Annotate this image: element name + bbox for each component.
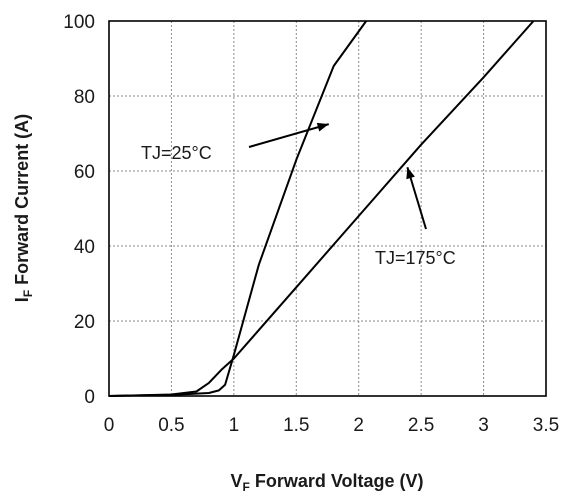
y-tick-label: 40 [74, 237, 95, 258]
y-tick-label: 80 [74, 87, 95, 108]
series-line-tj-175-c [108, 20, 535, 397]
annotation-label: TJ=175°C [375, 248, 456, 268]
series-line-tj-25-c [108, 20, 368, 397]
grid-lines [109, 21, 546, 396]
series-layer [108, 20, 535, 397]
annotation-label: TJ=25°C [141, 143, 212, 163]
x-tick-label: 3 [478, 415, 489, 436]
annotation-arrowhead [406, 167, 415, 180]
y-axis-title: IF Forward Current (A) [12, 114, 35, 302]
annotation-arrow [248, 123, 330, 148]
x-tick-label: 0.5 [158, 415, 184, 436]
annotation-arrowhead [316, 122, 329, 132]
y-tick-label: 20 [74, 312, 95, 333]
tick-labels: 0 0.5 1 1.5 2 2.5 3 3.5 0 20 40 60 80 100 [63, 12, 559, 436]
y-tick-label: 0 [84, 387, 95, 408]
x-axis-title: VF Forward Voltage (V) [230, 471, 423, 494]
x-tick-label: 2.5 [408, 415, 434, 436]
x-tick-label: 0 [104, 415, 115, 436]
annotations: TJ=25°C TJ=175°C [141, 122, 456, 268]
x-tick-label: 1.5 [283, 415, 309, 436]
x-tick-label: 3.5 [533, 415, 559, 436]
y-tick-label: 60 [74, 162, 95, 183]
x-tick-label: 2 [353, 415, 364, 436]
x-tick-label: 1 [229, 415, 240, 436]
y-tick-label: 100 [63, 12, 95, 33]
plot-frame [108, 20, 547, 397]
